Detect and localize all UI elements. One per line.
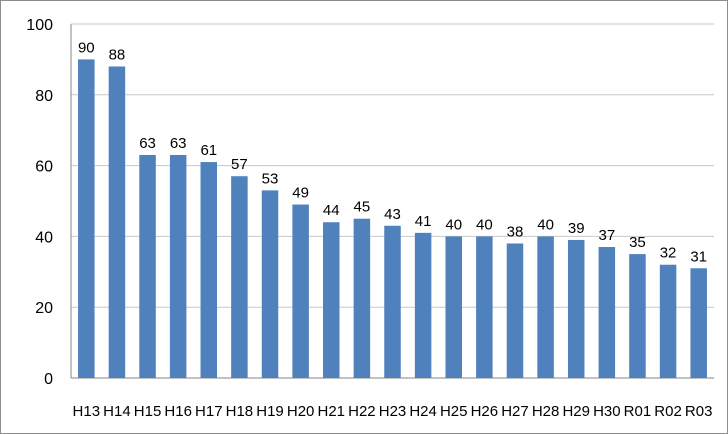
x-category-label: H24 xyxy=(409,403,437,420)
bar-H18 xyxy=(231,176,248,378)
data-label: 43 xyxy=(384,206,401,223)
data-labels: 90 88 63 63 61 57 53 49 44 45 43 41 40 40 38 40 39 37 35 32… xyxy=(78,39,707,265)
bar-H23 xyxy=(384,225,401,378)
x-category-label: H26 xyxy=(471,403,499,420)
bar-H28 xyxy=(537,236,554,378)
y-tick-label: 40 xyxy=(35,229,53,246)
y-tick-label: 20 xyxy=(35,300,53,317)
bar-H16 xyxy=(169,154,187,378)
y-tick-label: 80 xyxy=(35,88,53,105)
bar-H14 xyxy=(108,66,126,378)
bar-H22 xyxy=(353,218,371,378)
data-label: 63 xyxy=(170,135,187,152)
x-category-label: R01 xyxy=(624,403,652,420)
x-category-label: H25 xyxy=(440,403,468,420)
y-tick-label: 60 xyxy=(35,159,53,176)
data-label: 44 xyxy=(323,202,340,219)
data-label: 57 xyxy=(231,156,248,173)
x-category-label: H28 xyxy=(532,403,560,420)
x-category-label: R03 xyxy=(685,403,713,420)
x-category-label: R02 xyxy=(654,403,682,420)
x-category-label: H27 xyxy=(501,403,529,420)
bar-R01 xyxy=(629,254,646,378)
y-tick-label: 100 xyxy=(26,17,53,34)
x-category-label: H20 xyxy=(287,403,315,420)
y-axis-ticks: 0 20 40 60 80 100 xyxy=(26,17,53,388)
x-category-label: H21 xyxy=(317,403,345,420)
data-label: 45 xyxy=(354,199,371,216)
bar-H30 xyxy=(598,247,616,378)
bars xyxy=(78,59,707,379)
data-label: 35 xyxy=(629,234,646,251)
data-label: 41 xyxy=(415,213,432,230)
bar-H20 xyxy=(292,204,309,378)
bar-H24 xyxy=(414,232,432,378)
bar-H15 xyxy=(139,154,156,378)
data-label: 31 xyxy=(690,248,707,265)
x-category-label: H14 xyxy=(103,403,131,420)
data-label: 88 xyxy=(109,46,126,63)
x-category-label: H18 xyxy=(226,403,254,420)
y-tick-label: 0 xyxy=(44,371,53,388)
data-label: 37 xyxy=(598,227,615,244)
bar-H17 xyxy=(200,162,218,378)
x-category-label: H16 xyxy=(164,403,192,420)
bar-H26 xyxy=(476,236,493,378)
bar-H21 xyxy=(323,222,340,378)
x-category-label: H29 xyxy=(562,403,590,420)
data-label: 61 xyxy=(200,142,217,159)
x-category-label: H23 xyxy=(379,403,407,420)
bar-R02 xyxy=(659,264,677,378)
data-label: 40 xyxy=(476,216,493,233)
x-axis-categories: H13 H14 H15 H16 H17 H18 H19 H20 H21 H22 H23 H24 H25 H… xyxy=(73,403,713,420)
data-label: 63 xyxy=(139,135,156,152)
data-label: 40 xyxy=(537,216,554,233)
x-category-label: H15 xyxy=(134,403,162,420)
x-category-label: H13 xyxy=(73,403,101,420)
x-category-label: H30 xyxy=(593,403,621,420)
x-category-label: H19 xyxy=(256,403,284,420)
bar-H13 xyxy=(78,59,95,379)
data-label: 40 xyxy=(445,216,462,233)
x-category-label: H17 xyxy=(195,403,223,420)
data-label: 32 xyxy=(660,245,677,262)
bar-H29 xyxy=(567,239,585,378)
data-label: 39 xyxy=(568,220,585,237)
bar-H27 xyxy=(506,243,524,378)
data-label: 53 xyxy=(262,170,279,187)
data-label: 49 xyxy=(292,185,309,202)
x-category-label: H22 xyxy=(348,403,376,420)
data-label: 90 xyxy=(78,39,95,56)
data-label: 38 xyxy=(507,223,524,240)
bar-H19 xyxy=(261,190,279,378)
bar-H25 xyxy=(445,236,462,378)
bar-R03 xyxy=(690,268,707,378)
